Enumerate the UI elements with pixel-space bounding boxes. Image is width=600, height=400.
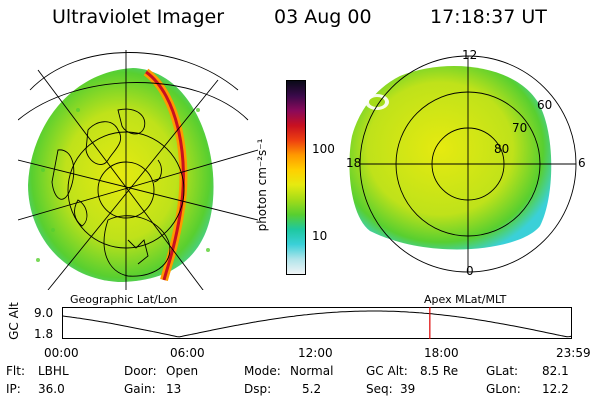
filter-value: LBHL xyxy=(38,364,69,378)
geographic-image xyxy=(18,50,258,290)
door-label: Door: xyxy=(124,364,157,378)
colorbar-tick-10: 10 xyxy=(312,229,328,243)
colorbar-unit-label: photon cm⁻²s⁻¹ xyxy=(255,138,269,232)
timeline-xtick-2359: 23:59 xyxy=(556,346,591,360)
gain-label: Gain: xyxy=(124,382,156,396)
timeline-ytick-max: 9.0 xyxy=(34,306,54,320)
timeline-plot xyxy=(62,307,572,339)
timeline-ylabel: GC Alt xyxy=(7,302,21,340)
timeline-xtick-1800: 18:00 xyxy=(424,346,459,360)
timeline-xtick-0600: 06:00 xyxy=(170,346,205,360)
lat-label-80: 80 xyxy=(494,142,510,156)
instrument-title: Ultraviolet Imager xyxy=(52,6,225,28)
coastlines xyxy=(51,108,171,277)
mode-label: Mode: xyxy=(244,364,281,378)
glat-value: 82.1 xyxy=(542,364,569,378)
geo-grid xyxy=(18,50,258,290)
colorbar xyxy=(286,80,306,275)
dsp-label: Dsp: xyxy=(244,382,272,396)
filter-label: Flt: xyxy=(6,364,25,378)
time-label: 17:18:37 UT xyxy=(430,6,547,28)
auroral-oval xyxy=(349,66,552,250)
left-caption: Geographic Lat/Lon xyxy=(70,293,178,306)
mlt-label-0: 0 xyxy=(466,264,474,278)
door-value: Open xyxy=(166,364,199,378)
mlt-label-12: 12 xyxy=(462,48,478,62)
ip-label: IP: xyxy=(6,382,21,396)
dsp-value: 5.2 xyxy=(302,382,322,396)
magnetic-image xyxy=(349,55,577,273)
timeline-xtick-0000: 00:00 xyxy=(44,346,79,360)
colorbar-gradient xyxy=(286,80,306,275)
lat-label-70: 70 xyxy=(512,121,528,135)
mode-value: Normal xyxy=(290,364,334,378)
timeline-xtick-1200: 12:00 xyxy=(298,346,333,360)
gcalt-value: 8.5 Re xyxy=(420,364,459,378)
seq-value: 39 xyxy=(400,382,416,396)
gcalt-label: GC Alt: xyxy=(366,364,408,378)
ip-value: 36.0 xyxy=(38,382,65,396)
orbit-altitude-curve xyxy=(62,310,572,338)
colorbar-tick-100: 100 xyxy=(312,142,335,156)
emission-disk xyxy=(28,68,214,282)
right-caption: Apex MLat/MLT xyxy=(424,293,507,306)
timeline-ytick-min: 1.8 xyxy=(34,327,54,341)
mlt-label-18: 18 xyxy=(346,156,362,170)
glon-label: GLon: xyxy=(486,382,521,396)
date-label: 03 Aug 00 xyxy=(274,6,372,28)
glat-label: GLat: xyxy=(486,364,519,378)
seq-label: Seq: xyxy=(366,382,393,396)
mlt-label-6: 6 xyxy=(578,156,586,170)
polar-grid xyxy=(359,55,577,273)
lat-label-60: 60 xyxy=(537,98,553,112)
glon-value: 12.2 xyxy=(542,382,569,396)
gain-value: 13 xyxy=(166,382,182,396)
